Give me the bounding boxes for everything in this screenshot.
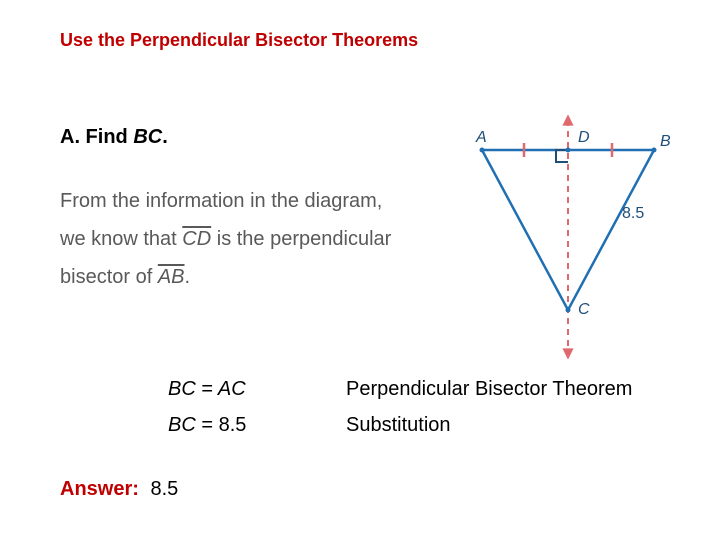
- answer-line: Answer: 8.5: [60, 478, 178, 501]
- prompt-punct: .: [162, 126, 168, 148]
- vertex-c-dot: [566, 308, 571, 313]
- problem-prompt: A. Find BC.: [60, 126, 168, 149]
- step-2-lhs: BC: [168, 414, 196, 436]
- answer-label: Answer:: [60, 478, 139, 500]
- label-c: C: [578, 301, 590, 318]
- vertex-b-dot: [652, 148, 657, 153]
- step-2-equation: BC = 8.5: [168, 414, 346, 437]
- step-1: BC = AC Perpendicular Bisector Theorem: [168, 378, 632, 401]
- explanation-text: From the information in the diagram, we …: [60, 182, 391, 296]
- segment-cd: CD: [182, 228, 211, 250]
- step-2-rhs: 8.5: [219, 414, 247, 436]
- label-a: A: [475, 129, 487, 146]
- vertex-a-dot: [480, 148, 485, 153]
- explain-l2b: is the perpendicular: [211, 228, 391, 250]
- step-1-reason: Perpendicular Bisector Theorem: [346, 378, 632, 401]
- step-1-equation: BC = AC: [168, 378, 346, 401]
- explain-line-3: bisector of AB.: [60, 258, 391, 296]
- explain-line-1: From the information in the diagram,: [60, 182, 391, 220]
- step-2-op: =: [201, 414, 213, 436]
- explain-l3a: bisector of: [60, 266, 158, 288]
- point-d-dot: [566, 148, 571, 153]
- step-2: BC = 8.5 Substitution: [168, 414, 451, 437]
- explain-l3b: .: [185, 266, 191, 288]
- explain-line-2: we know that CD is the perpendicular: [60, 220, 391, 258]
- explain-l2a: we know that: [60, 228, 182, 250]
- prompt-rest: Find: [80, 126, 133, 148]
- slide-title-text: Use the Perpendicular Bisector Theorems: [60, 30, 418, 50]
- label-b: B: [660, 133, 671, 150]
- right-angle-icon: [556, 150, 568, 162]
- step-2-reason: Substitution: [346, 414, 451, 437]
- prompt-part: A.: [60, 126, 80, 148]
- label-d: D: [578, 129, 590, 146]
- step-1-lhs: BC: [168, 378, 196, 400]
- triangle-diagram: A D B C 8.5: [458, 112, 678, 362]
- answer-value: 8.5: [150, 478, 178, 500]
- step-1-op: =: [201, 378, 213, 400]
- slide-title: Use the Perpendicular Bisector Theorems: [60, 30, 418, 51]
- segment-ab: AB: [158, 266, 185, 288]
- prompt-var: BC: [133, 126, 162, 148]
- label-length-bc: 8.5: [622, 205, 644, 222]
- step-1-rhs: AC: [218, 378, 246, 400]
